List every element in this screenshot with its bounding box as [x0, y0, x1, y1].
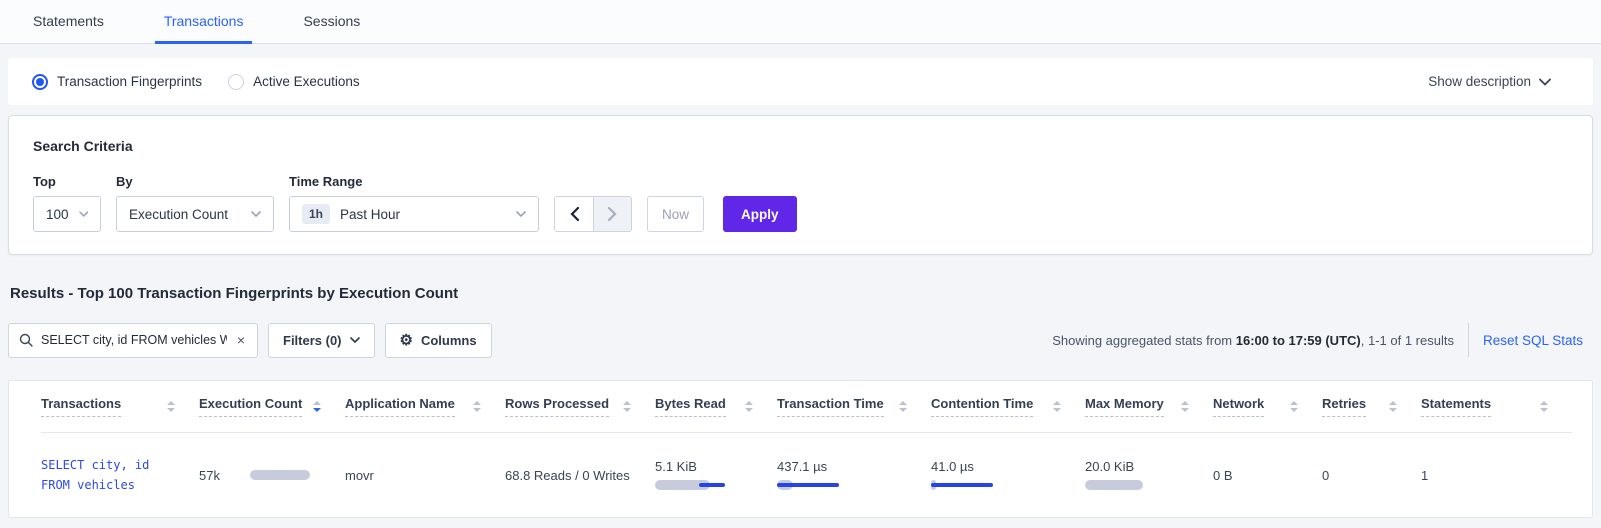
- results-heading: Results - Top 100 Transaction Fingerprin…: [10, 285, 459, 302]
- search-icon: [19, 333, 33, 347]
- execution-count-bar: [249, 469, 312, 481]
- search-criteria-panel: Search Criteria Top 100 By Execution Cou…: [8, 115, 1593, 255]
- tab-statements[interactable]: Statements: [33, 12, 104, 29]
- next-time-window-button[interactable]: [593, 197, 631, 231]
- sort-icon[interactable]: [745, 400, 753, 412]
- time-range-value: Past Hour: [340, 206, 401, 222]
- radio-label: Transaction Fingerprints: [57, 74, 203, 89]
- column-header-statements[interactable]: Statements: [1421, 381, 1572, 432]
- previous-time-window-button[interactable]: [555, 197, 593, 231]
- contention-time-value: 41.0 µs: [931, 459, 974, 475]
- results-table-panel: Transactions Execution Count Application…: [8, 380, 1593, 518]
- column-header-transactions[interactable]: Transactions: [41, 381, 199, 432]
- column-header-network[interactable]: Network: [1213, 381, 1322, 432]
- by-select-value: Execution Count: [129, 206, 229, 222]
- transaction-time-value: 437.1 µs: [777, 459, 828, 475]
- column-header-contention-time[interactable]: Contention Time: [931, 381, 1085, 432]
- time-window-nav: [554, 196, 632, 232]
- sort-icon[interactable]: [1053, 400, 1061, 412]
- bytes-read-value: 5.1 KiB: [655, 459, 697, 475]
- column-header-max-memory[interactable]: Max Memory: [1085, 381, 1213, 432]
- chevron-right-icon: [608, 207, 617, 221]
- column-header-application-name[interactable]: Application Name: [345, 381, 505, 432]
- time-range-field: Time Range 1h Past Hour: [289, 174, 539, 232]
- page-tabs: Statements Transactions Sessions: [0, 0, 1601, 44]
- top-label: Top: [33, 174, 56, 189]
- top-select[interactable]: 100: [33, 196, 101, 232]
- retries-value: 0: [1322, 467, 1330, 483]
- radio-transaction-fingerprints[interactable]: Transaction Fingerprints: [32, 73, 203, 90]
- chevron-down-icon: [251, 211, 261, 217]
- results-toolbar: × Filters (0) ⚙ Columns Showing aggregat…: [8, 322, 1593, 358]
- sort-icon[interactable]: [623, 400, 631, 412]
- transaction-fingerprint-link[interactable]: SELECT city, id FROM vehicles: [41, 457, 150, 493]
- table-row: SELECT city, id FROM vehicles 57k movr 6…: [41, 431, 1572, 517]
- transaction-time-bar: [777, 479, 851, 491]
- search-criteria-title: Search Criteria: [33, 138, 133, 154]
- search-input[interactable]: [41, 333, 227, 347]
- search-box: ×: [8, 322, 258, 358]
- bytes-read-bar: [655, 479, 729, 491]
- radio-active-executions[interactable]: Active Executions: [228, 73, 360, 90]
- max-memory-value: 20.0 KiB: [1085, 459, 1135, 475]
- sort-icon[interactable]: [1181, 400, 1189, 412]
- clear-search-icon[interactable]: ×: [236, 332, 245, 348]
- chevron-down-icon: [78, 211, 88, 217]
- view-mode-row: Transaction Fingerprints Active Executio…: [8, 58, 1593, 105]
- transactions-table: Transactions Execution Count Application…: [41, 381, 1572, 517]
- column-header-rows-processed[interactable]: Rows Processed: [505, 381, 655, 432]
- columns-label: Columns: [420, 332, 477, 348]
- sort-icon[interactable]: [313, 400, 321, 412]
- rows-processed-value: 68.8 Reads / 0 Writes: [505, 467, 630, 483]
- by-field: By Execution Count: [116, 174, 274, 232]
- top-field: Top 100: [33, 174, 101, 232]
- statements-value: 1: [1421, 467, 1429, 483]
- radio-unselected-icon: [228, 73, 245, 90]
- execution-count-value: 57k: [199, 467, 220, 483]
- contention-time-bar: [931, 479, 1005, 491]
- sort-icon[interactable]: [1540, 400, 1548, 412]
- sort-icon[interactable]: [899, 400, 907, 412]
- divider: [1467, 323, 1469, 357]
- show-description-label: Show description: [1428, 74, 1531, 89]
- table-header-row: Transactions Execution Count Application…: [41, 381, 1572, 432]
- apply-button[interactable]: Apply: [723, 196, 797, 232]
- radio-label: Active Executions: [253, 74, 360, 89]
- max-memory-bar: [1085, 479, 1159, 491]
- column-header-execution-count[interactable]: Execution Count: [199, 381, 345, 432]
- column-header-retries[interactable]: Retries: [1322, 381, 1421, 432]
- by-label: By: [116, 174, 133, 189]
- tab-sessions[interactable]: Sessions: [303, 12, 361, 29]
- time-range-select[interactable]: 1h Past Hour: [289, 196, 539, 232]
- time-range-label: Time Range: [289, 174, 363, 189]
- stats-time-range: 16:00 to 17:59 (UTC): [1235, 332, 1361, 348]
- columns-button[interactable]: ⚙ Columns: [384, 322, 492, 358]
- now-button[interactable]: Now: [647, 196, 705, 232]
- application-name-value: movr: [345, 467, 374, 483]
- chevron-left-icon: [569, 207, 579, 221]
- reset-sql-stats-link[interactable]: Reset SQL Stats: [1482, 332, 1583, 348]
- column-header-bytes-read[interactable]: Bytes Read: [655, 381, 777, 432]
- sort-icon[interactable]: [167, 400, 175, 412]
- chevron-down-icon: [1539, 78, 1551, 86]
- stats-summary: Showing aggregated stats from 16:00 to 1…: [1052, 332, 1454, 348]
- filters-label: Filters (0): [283, 332, 342, 348]
- show-description-toggle[interactable]: Show description: [1428, 74, 1551, 89]
- filters-button[interactable]: Filters (0): [268, 322, 375, 358]
- tab-transactions[interactable]: Transactions: [154, 0, 253, 44]
- gear-icon: ⚙: [399, 331, 413, 349]
- time-range-badge: 1h: [302, 204, 331, 224]
- chevron-down-icon: [516, 211, 526, 217]
- column-header-transaction-time[interactable]: Transaction Time: [777, 381, 931, 432]
- by-select[interactable]: Execution Count: [116, 196, 274, 232]
- sort-icon[interactable]: [1389, 400, 1397, 412]
- radio-selected-icon: [32, 73, 48, 90]
- chevron-down-icon: [349, 337, 360, 343]
- network-value: 0 B: [1213, 467, 1233, 483]
- top-select-value: 100: [46, 206, 69, 222]
- sort-icon[interactable]: [1290, 400, 1298, 412]
- sort-icon[interactable]: [473, 400, 481, 412]
